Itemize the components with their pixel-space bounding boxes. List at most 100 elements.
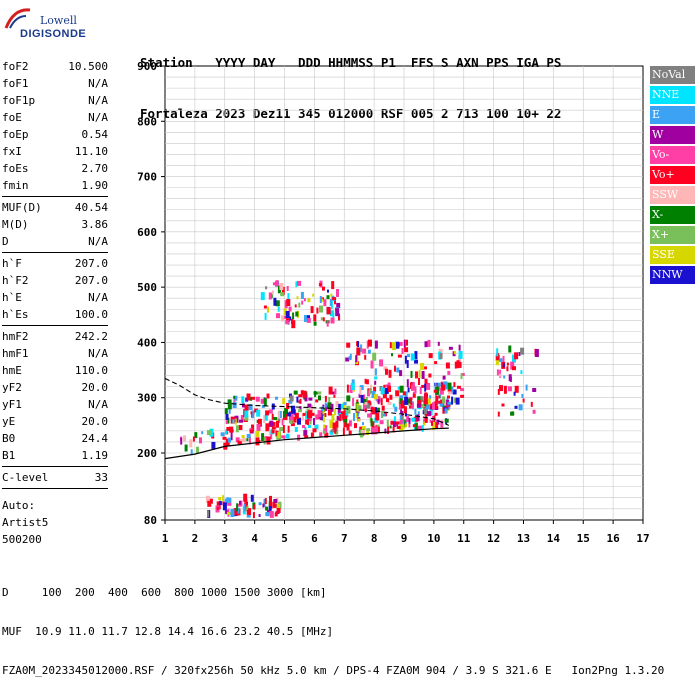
echo-point bbox=[426, 382, 431, 390]
echo-point bbox=[440, 399, 444, 404]
echo-point bbox=[269, 420, 274, 427]
echo-point bbox=[303, 298, 306, 302]
echo-point bbox=[264, 413, 268, 421]
param-row: M(D) 3.86 bbox=[2, 216, 108, 233]
echo-point bbox=[199, 437, 202, 444]
echo-point bbox=[332, 297, 337, 301]
echo-point bbox=[387, 426, 390, 435]
echo-point bbox=[423, 396, 428, 405]
echo-point bbox=[330, 317, 335, 324]
echo-point bbox=[317, 410, 322, 418]
echo-point bbox=[272, 501, 277, 508]
echo-point bbox=[356, 347, 361, 356]
echo-point bbox=[371, 410, 376, 415]
echo-point bbox=[272, 422, 276, 426]
param-row: hmF1 N/A bbox=[2, 345, 108, 362]
echo-point bbox=[355, 411, 358, 419]
echo-point bbox=[222, 502, 227, 511]
echo-point bbox=[357, 418, 361, 422]
echo-point bbox=[441, 384, 446, 391]
echo-point bbox=[205, 495, 210, 503]
echo-point bbox=[328, 386, 333, 395]
echo-point bbox=[331, 414, 335, 422]
echo-point bbox=[403, 406, 407, 414]
echo-point bbox=[393, 416, 396, 422]
echo-point bbox=[442, 396, 446, 404]
echo-point bbox=[335, 401, 339, 408]
echo-point bbox=[244, 505, 249, 512]
echo-point bbox=[310, 306, 314, 314]
echo-point bbox=[286, 403, 290, 409]
echo-point bbox=[374, 426, 378, 435]
echo-point bbox=[330, 429, 335, 433]
echo-point bbox=[301, 300, 304, 305]
echo-point bbox=[382, 390, 387, 399]
echo-point bbox=[399, 415, 403, 422]
echo-point bbox=[417, 411, 420, 415]
echo-point bbox=[452, 389, 457, 395]
x-tick-label: 12 bbox=[487, 532, 500, 545]
param-row: foE N/A bbox=[2, 109, 108, 126]
echo-point bbox=[357, 412, 359, 417]
echo-point bbox=[277, 306, 280, 312]
param-value: 11.10 bbox=[74, 145, 108, 158]
echo-point bbox=[458, 355, 462, 363]
echo-point bbox=[496, 352, 500, 360]
echo-point bbox=[367, 413, 372, 418]
y-tick-label: 700 bbox=[137, 171, 157, 184]
echo-point bbox=[304, 315, 307, 322]
echo-point bbox=[432, 421, 436, 430]
echo-point bbox=[262, 503, 265, 508]
echo-point bbox=[218, 501, 222, 506]
echo-point bbox=[256, 420, 259, 423]
echo-point bbox=[458, 344, 461, 351]
echo-point bbox=[374, 380, 377, 385]
echo-point bbox=[304, 394, 308, 402]
echo-point bbox=[322, 286, 325, 291]
echo-point bbox=[209, 428, 214, 437]
echo-point bbox=[499, 385, 503, 392]
echo-point bbox=[308, 410, 313, 419]
echo-point bbox=[228, 437, 231, 443]
echo-point bbox=[335, 427, 339, 435]
legend-entry: Vo+ bbox=[650, 166, 695, 184]
legend-entry: W bbox=[650, 126, 695, 144]
echo-point bbox=[380, 387, 385, 395]
echo-point bbox=[530, 401, 533, 407]
echo-point bbox=[258, 502, 262, 506]
echo-point bbox=[302, 412, 306, 416]
param-divider bbox=[2, 325, 108, 326]
echo-point bbox=[331, 281, 335, 290]
echo-point bbox=[301, 414, 304, 421]
echo-point bbox=[414, 359, 418, 364]
echo-point bbox=[399, 396, 403, 404]
echo-point bbox=[374, 376, 378, 380]
echo-point bbox=[389, 394, 393, 400]
echo-point bbox=[445, 362, 450, 369]
echo-point bbox=[455, 397, 460, 405]
echo-point bbox=[316, 307, 319, 314]
echo-point bbox=[294, 427, 298, 432]
echo-point bbox=[341, 411, 344, 419]
y-tick-label: 200 bbox=[137, 447, 157, 460]
echo-point bbox=[380, 398, 383, 406]
echo-point bbox=[250, 494, 254, 502]
y-tick-label: 900 bbox=[137, 60, 157, 73]
echo-point bbox=[532, 388, 537, 392]
param-name: foF1p bbox=[2, 94, 36, 107]
echo-point bbox=[410, 370, 413, 378]
echo-point bbox=[256, 423, 261, 431]
echo-point bbox=[343, 410, 346, 416]
echo-point bbox=[240, 415, 244, 422]
echo-point bbox=[291, 320, 296, 329]
echo-point bbox=[216, 501, 221, 510]
param-row: C-level 33 bbox=[2, 469, 108, 486]
echo-point bbox=[340, 403, 344, 409]
echo-point bbox=[435, 422, 439, 429]
param-name: MUF(D) bbox=[2, 201, 42, 214]
echo-point bbox=[298, 409, 302, 413]
echo-point bbox=[275, 430, 279, 437]
echo-point bbox=[327, 402, 332, 410]
echo-point bbox=[304, 435, 309, 439]
echo-point bbox=[226, 426, 231, 431]
